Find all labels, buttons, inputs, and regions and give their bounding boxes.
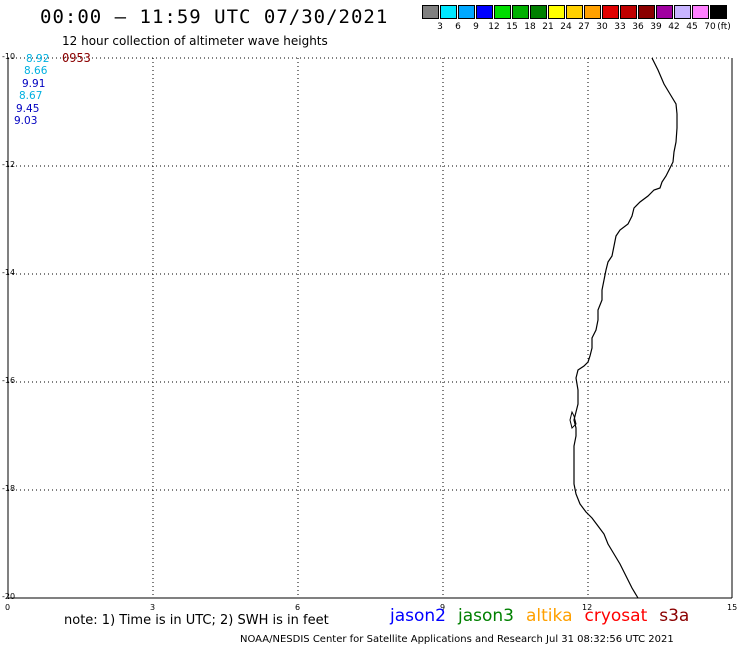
lat-label: -12 (2, 160, 16, 169)
lon-label: 3 (150, 603, 156, 612)
satellite-cryosat: cryosat (584, 606, 648, 626)
satellite-jason2: jason2 (390, 606, 446, 626)
credit-line: NOAA/NESDIS Center for Satellite Applica… (240, 634, 674, 645)
scale-label: 24 (560, 22, 572, 32)
scale-swatch (440, 5, 457, 19)
coastline (573, 57, 678, 599)
scale-label: 27 (578, 22, 590, 32)
scale-label: 6 (455, 22, 461, 32)
satellite-jason3: jason3 (458, 606, 514, 626)
scale-label: 3 (437, 22, 443, 32)
scale-swatch (566, 5, 583, 19)
scale-label: 18 (524, 22, 536, 32)
lat-label: -14 (2, 268, 16, 277)
wave-height-value: 8.67 (19, 90, 43, 102)
scale-swatch (548, 5, 565, 19)
coastal-inlet (569, 410, 577, 429)
scale-swatch (692, 5, 709, 19)
scale-label: 39 (650, 22, 662, 32)
scale-label: 36 (632, 22, 644, 32)
scale-swatch (638, 5, 655, 19)
satellite-altika: altika (526, 606, 573, 626)
map-frame (7, 58, 733, 599)
scale-swatch (494, 5, 511, 19)
scale-swatch (422, 5, 439, 19)
scale-label: 9 (473, 22, 479, 32)
scale-swatch (512, 5, 529, 19)
scale-swatch (602, 5, 619, 19)
scale-unit: (ft) (717, 22, 731, 32)
wave-height-value: 8.66 (24, 65, 48, 77)
wave-height-value: 9.03 (14, 115, 38, 127)
footer-note: note: 1) Time is in UTC; 2) SWH is in fe… (64, 613, 329, 628)
scale-swatch (710, 5, 727, 19)
lon-label: 6 (295, 603, 301, 612)
pass-time-label: 0953 (62, 51, 91, 65)
scale-label: 15 (506, 22, 518, 32)
satellite-s3a: s3a (659, 606, 690, 626)
scale-swatch (674, 5, 691, 19)
scale-swatch (620, 5, 637, 19)
scale-label: 12 (488, 22, 500, 32)
lon-label: 9 (440, 603, 446, 612)
wave-height-value: 9.45 (16, 103, 40, 115)
scale-swatch (584, 5, 601, 19)
lat-label: -20 (2, 592, 16, 601)
scale-label: 33 (614, 22, 626, 32)
scale-label: 70 (704, 22, 716, 32)
scale-label: 21 (542, 22, 554, 32)
scale-label: 45 (686, 22, 698, 32)
scale-swatch (656, 5, 673, 19)
grid-lines (8, 57, 732, 598)
scale-swatch (476, 5, 493, 19)
lon-label: 12 (582, 603, 593, 612)
wave-height-value: 8.92 (26, 53, 50, 65)
scale-label: 30 (596, 22, 608, 32)
lon-label: 0 (5, 603, 11, 612)
lat-label: -16 (2, 376, 16, 385)
wave-height-value: 9.91 (22, 78, 46, 90)
satellite-legend: jason2 jason3 altika cryosat s3a (390, 606, 701, 626)
lat-label: -18 (2, 484, 16, 493)
page-title: 00:00 – 11:59 UTC 07/30/2021 (40, 6, 389, 28)
page-subtitle: 12 hour collection of altimeter wave hei… (62, 34, 328, 48)
scale-swatch (458, 5, 475, 19)
lon-label: 15 (727, 603, 738, 612)
lat-label: -10 (2, 52, 16, 61)
scale-label: 42 (668, 22, 680, 32)
scale-swatch (530, 5, 547, 19)
